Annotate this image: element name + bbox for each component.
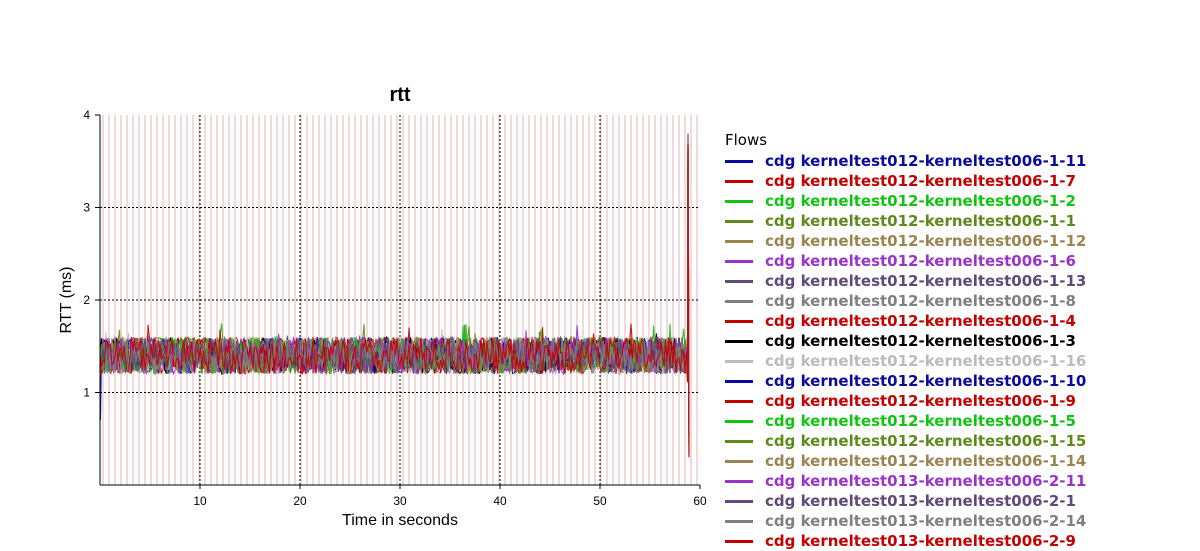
legend-label: cdg kerneltest012-kerneltest006-1-1 (765, 212, 1076, 230)
legend-item: cdg kerneltest012-kerneltest006-1-3 (725, 331, 1195, 351)
y-tick-label: 4 (83, 108, 90, 122)
legend-label: cdg kerneltest012-kerneltest006-1-10 (765, 372, 1087, 390)
legend-item: cdg kerneltest012-kerneltest006-1-12 (725, 231, 1195, 251)
legend-label: cdg kerneltest012-kerneltest006-1-16 (765, 352, 1087, 370)
legend-swatch (725, 499, 753, 503)
legend-swatch (725, 279, 753, 283)
legend-swatch (725, 359, 753, 363)
legend-label: cdg kerneltest012-kerneltest006-1-7 (765, 172, 1076, 190)
legend-label: cdg kerneltest012-kerneltest006-1-4 (765, 312, 1076, 330)
x-tick-label: 50 (593, 494, 607, 508)
x-tick-label: 30 (393, 494, 407, 508)
y-tick-label: 1 (83, 386, 90, 400)
legend-swatch (725, 539, 753, 543)
series-layer (99, 133, 690, 458)
legend-item: cdg kerneltest012-kerneltest006-1-8 (725, 291, 1195, 311)
series-line (99, 144, 690, 445)
x-tick-label: 10 (193, 494, 207, 508)
grid-lines (100, 115, 700, 485)
x-tick-label: 20 (293, 494, 307, 508)
legend-item: cdg kerneltest012-kerneltest006-1-11 (725, 151, 1195, 171)
legend-item: cdg kerneltest012-kerneltest006-1-4 (725, 311, 1195, 331)
x-tick-label: 60 (693, 494, 707, 508)
legend-items: cdg kerneltest012-kerneltest006-1-11 cdg … (725, 151, 1195, 551)
y-tick-label: 2 (83, 293, 90, 307)
legend-item: cdg kerneltest013-kerneltest006-2-14 (725, 511, 1195, 531)
legend-swatch (725, 179, 753, 183)
legend-label: cdg kerneltest012-kerneltest006-1-2 (765, 192, 1076, 210)
legend-item: cdg kerneltest012-kerneltest006-1-14 (725, 451, 1195, 471)
legend-item: cdg kerneltest013-kerneltest006-2-11 (725, 471, 1195, 491)
legend-swatch (725, 439, 753, 443)
legend-item: cdg kerneltest012-kerneltest006-1-6 (725, 251, 1195, 271)
legend-swatch (725, 399, 753, 403)
tick-labels: 10 20 30 40 50 60 1 2 3 4 (83, 108, 707, 508)
legend-item: cdg kerneltest013-kerneltest006-2-1 (725, 491, 1195, 511)
legend-item: cdg kerneltest012-kerneltest006-1-10 (725, 371, 1195, 391)
legend-label: cdg kerneltest013-kerneltest006-2-14 (765, 512, 1087, 530)
legend-label: cdg kerneltest013-kerneltest006-2-1 (765, 492, 1076, 510)
legend-swatch (725, 159, 753, 163)
legend: Flows cdg kerneltest012-kerneltest006-1-… (725, 129, 1195, 551)
legend-item: cdg kerneltest012-kerneltest006-1-15 (725, 431, 1195, 451)
legend-swatch (725, 379, 753, 383)
legend-label: cdg kerneltest012-kerneltest006-1-12 (765, 232, 1087, 250)
legend-swatch (725, 219, 753, 223)
legend-item: cdg kerneltest012-kerneltest006-1-2 (725, 191, 1195, 211)
legend-swatch (725, 459, 753, 463)
legend-swatch (725, 259, 753, 263)
legend-label: cdg kerneltest012-kerneltest006-1-3 (765, 332, 1076, 350)
legend-item: cdg kerneltest012-kerneltest006-1-7 (725, 171, 1195, 191)
legend-label: cdg kerneltest012-kerneltest006-1-5 (765, 412, 1076, 430)
legend-swatch (725, 519, 753, 523)
rtt-chart: rtt 10 20 30 40 50 60 1 2 3 4 Time in seconds RTT… (58, 84, 707, 529)
legend-label: cdg kerneltest012-kerneltest006-1-13 (765, 272, 1087, 290)
y-tick-label: 3 (83, 201, 90, 215)
legend-item: cdg kerneltest012-kerneltest006-1-5 (725, 411, 1195, 431)
y-axis-label: RTT (ms) (58, 267, 75, 334)
legend-item: cdg kerneltest012-kerneltest006-1-1 (725, 211, 1195, 231)
legend-label: cdg kerneltest012-kerneltest006-1-11 (765, 152, 1087, 170)
chart-title: rtt (389, 84, 410, 106)
legend-title: Flows (725, 131, 768, 149)
legend-label: cdg kerneltest012-kerneltest006-1-8 (765, 292, 1076, 310)
legend-swatch (725, 239, 753, 243)
legend-item: cdg kerneltest013-kerneltest006-2-9 (725, 531, 1195, 551)
x-tick-label: 40 (493, 494, 507, 508)
legend-label: cdg kerneltest012-kerneltest006-1-14 (765, 452, 1087, 470)
x-axis-label: Time in seconds (342, 512, 458, 529)
legend-label: cdg kerneltest012-kerneltest006-1-9 (765, 392, 1076, 410)
legend-swatch (725, 299, 753, 303)
legend-label: cdg kerneltest012-kerneltest006-1-6 (765, 252, 1076, 270)
legend-swatch (725, 199, 753, 203)
legend-item: cdg kerneltest012-kerneltest006-1-9 (725, 391, 1195, 411)
legend-swatch (725, 339, 753, 343)
legend-item: cdg kerneltest012-kerneltest006-1-16 (725, 351, 1195, 371)
legend-item: cdg kerneltest012-kerneltest006-1-13 (725, 271, 1195, 291)
legend-label: cdg kerneltest013-kerneltest006-2-9 (765, 532, 1076, 550)
legend-swatch (725, 319, 753, 323)
legend-label: cdg kerneltest012-kerneltest006-1-15 (765, 432, 1087, 450)
legend-swatch (725, 479, 753, 483)
legend-swatch (725, 419, 753, 423)
legend-label: cdg kerneltest013-kerneltest006-2-11 (765, 472, 1087, 490)
